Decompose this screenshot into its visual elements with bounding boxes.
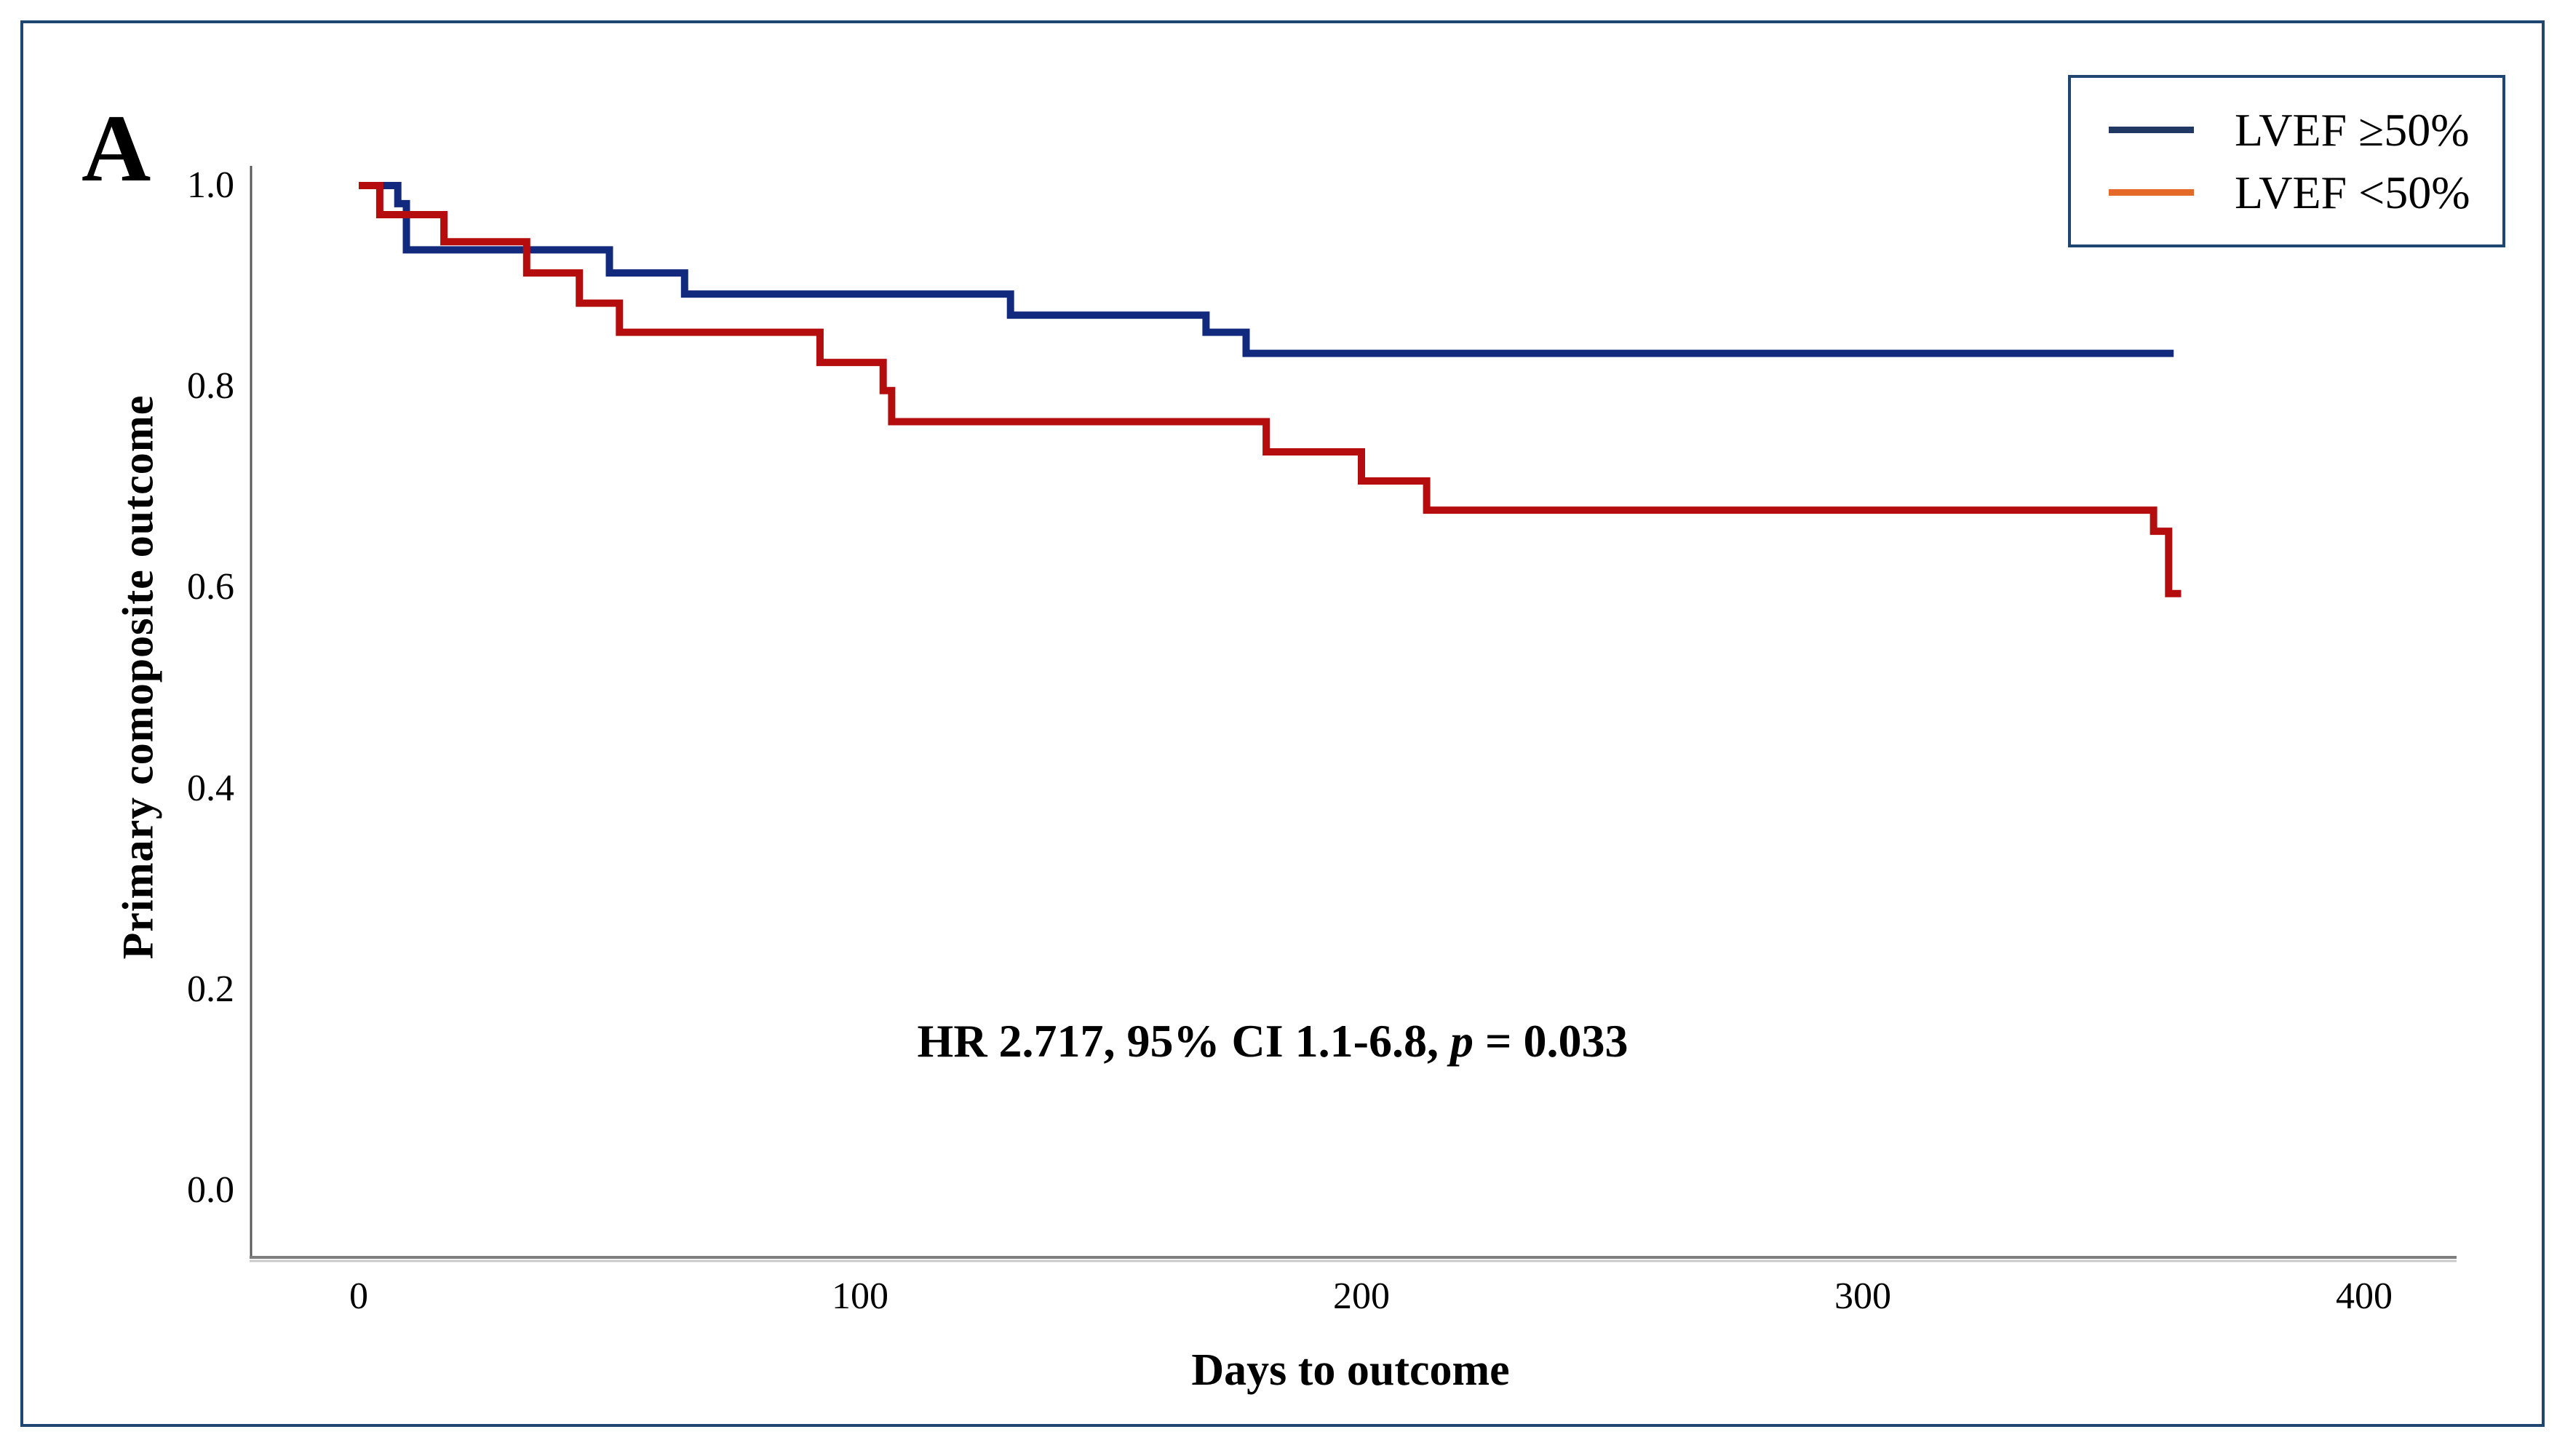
legend-label: LVEF <50% [2235, 166, 2470, 218]
y-tick-label: 0.0 [187, 1169, 234, 1211]
legend-label: LVEF ≥50% [2235, 103, 2470, 156]
panel-label: A [81, 95, 151, 202]
legend-swatch-navy [2109, 127, 2194, 133]
legend-swatch-orange [2109, 189, 2194, 196]
curve-lvef-ge-50 [359, 182, 2174, 357]
annotation-suffix: = 0.033 [1473, 1015, 1629, 1067]
hazard-ratio-annotation: HR 2.717, 95% CI 1.1-6.8, p = 0.033 [918, 1014, 1629, 1068]
y-tick-label: 0.6 [187, 566, 234, 608]
legend-item-lvef-ge-50: LVEF ≥50% [2071, 104, 2502, 156]
legend-item-lvef-lt-50: LVEF <50% [2071, 167, 2502, 219]
y-tick-label: 0.8 [187, 365, 234, 407]
x-tick-label: 100 [832, 1276, 888, 1317]
y-tick-label: 0.4 [187, 767, 234, 809]
x-tick-labels: 0 100 200 300 400 [0, 1275, 2565, 1326]
x-tick-label: 200 [1333, 1276, 1390, 1317]
x-tick-label: 0 [349, 1276, 368, 1317]
curve-lvef-lt-50 [359, 182, 2182, 597]
annotation-prefix: HR 2.717, 95% CI 1.1-6.8, [917, 1015, 1450, 1067]
x-tick-label: 400 [2336, 1276, 2393, 1317]
x-axis-title: Days to outcome [1191, 1345, 1510, 1395]
legend-box: LVEF ≥50% LVEF <50% [2068, 75, 2505, 247]
y-tick-label: 0.2 [187, 968, 234, 1010]
y-tick-label: 1.0 [187, 164, 234, 206]
y-tick-labels: 1.0 0.8 0.6 0.4 0.2 0.0 [89, 0, 234, 1456]
x-tick-label: 300 [1834, 1276, 1891, 1317]
annotation-p-symbol: p [1449, 1015, 1474, 1067]
figure-outer-border [20, 20, 2545, 1427]
